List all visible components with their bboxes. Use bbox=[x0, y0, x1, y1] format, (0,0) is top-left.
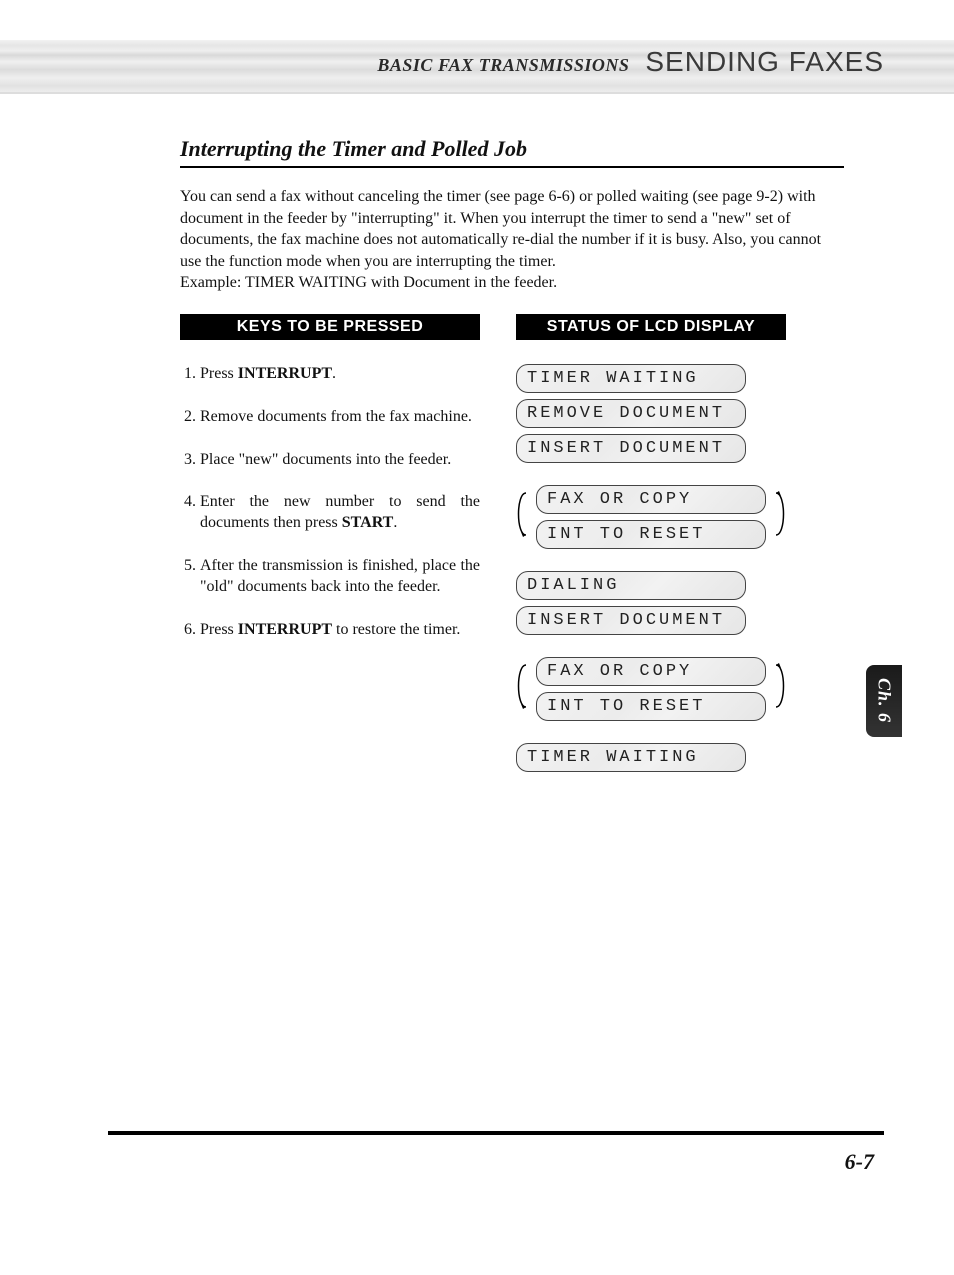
step-text-bold: START bbox=[342, 514, 394, 531]
step-text-bold: INTERRUPT bbox=[238, 621, 332, 638]
lcd-display: INT TO RESET bbox=[536, 520, 766, 549]
step-text-pre: Remove documents from the fax machine. bbox=[200, 408, 472, 425]
step-item: Press INTERRUPT. bbox=[200, 364, 480, 385]
lcd-group: TIMER WAITING bbox=[516, 743, 786, 772]
lcd-display: FAX OR COPY bbox=[536, 485, 766, 514]
lcd-display: INSERT DOCUMENT bbox=[516, 606, 746, 635]
lcd-column-header: STATUS OF LCD DISPLAY bbox=[516, 314, 786, 340]
lcd-display: FAX OR COPY bbox=[536, 657, 766, 686]
steps-list: Press INTERRUPT. Remove documents from t… bbox=[180, 364, 480, 640]
chapter-tab-label: Ch. 6 bbox=[874, 678, 895, 723]
lcd-display: TIMER WAITING bbox=[516, 743, 746, 772]
step-text-pre: Press bbox=[200, 621, 238, 638]
step-text-bold: INTERRUPT bbox=[238, 365, 332, 382]
cycle-arrow-right-icon bbox=[772, 487, 790, 541]
section-title: Interrupting the Timer and Polled Job bbox=[180, 136, 844, 168]
step-item: Remove documents from the fax machine. bbox=[200, 407, 480, 428]
lcd-group: TIMER WAITING REMOVE DOCUMENT INSERT DOC… bbox=[516, 364, 786, 463]
header-band: BASIC FAX TRANSMISSIONS SENDING FAXES bbox=[0, 40, 954, 94]
header-text: BASIC FAX TRANSMISSIONS SENDING FAXES bbox=[377, 46, 884, 78]
header-breadcrumb: BASIC FAX TRANSMISSIONS bbox=[377, 55, 629, 75]
step-item: Place "new" documents into the feeder. bbox=[200, 450, 480, 471]
header-title: SENDING FAXES bbox=[645, 46, 884, 77]
content-area: Interrupting the Timer and Polled Job Yo… bbox=[0, 94, 954, 772]
lcd-display: DIALING bbox=[516, 571, 746, 600]
keys-column: KEYS TO BE PRESSED Press INTERRUPT. Remo… bbox=[180, 314, 480, 662]
two-column-layout: KEYS TO BE PRESSED Press INTERRUPT. Remo… bbox=[180, 314, 844, 772]
step-text-post: . bbox=[332, 365, 336, 382]
cycle-arrow-left-icon bbox=[512, 487, 530, 541]
lcd-display: REMOVE DOCUMENT bbox=[516, 399, 746, 428]
page-number: 6-7 bbox=[845, 1149, 874, 1175]
lcd-display: INT TO RESET bbox=[536, 692, 766, 721]
lcd-group: DIALING INSERT DOCUMENT bbox=[516, 571, 786, 635]
intro-line-2: Example: TIMER WAITING with Document in … bbox=[180, 274, 557, 291]
step-text-post: . bbox=[393, 514, 397, 531]
chapter-tab: Ch. 6 bbox=[866, 665, 902, 737]
lcd-display: TIMER WAITING bbox=[516, 364, 746, 393]
lcd-group-cycle: FAX OR COPY INT TO RESET bbox=[516, 657, 786, 721]
step-text-pre: Place "new" documents into the feeder. bbox=[200, 451, 451, 468]
step-item: Press INTERRUPT to restore the timer. bbox=[200, 620, 480, 641]
step-text-pre: Press bbox=[200, 365, 238, 382]
lcd-stack: TIMER WAITING REMOVE DOCUMENT INSERT DOC… bbox=[516, 364, 786, 772]
manual-page: BASIC FAX TRANSMISSIONS SENDING FAXES In… bbox=[0, 40, 954, 1275]
lcd-group-cycle: FAX OR COPY INT TO RESET bbox=[516, 485, 786, 549]
intro-paragraph: You can send a fax without canceling the… bbox=[180, 186, 844, 294]
keys-column-header: KEYS TO BE PRESSED bbox=[180, 314, 480, 340]
cycle-wrap: FAX OR COPY INT TO RESET bbox=[516, 657, 786, 721]
step-text-post: to restore the timer. bbox=[332, 621, 460, 638]
step-text-pre: Enter the new number to send the documen… bbox=[200, 493, 480, 531]
cycle-arrow-left-icon bbox=[512, 659, 530, 713]
step-text-pre: After the transmission is finished, plac… bbox=[200, 557, 480, 595]
step-item: After the transmission is finished, plac… bbox=[200, 556, 480, 598]
cycle-arrow-right-icon bbox=[772, 659, 790, 713]
lcd-column: STATUS OF LCD DISPLAY TIMER WAITING REMO… bbox=[516, 314, 786, 772]
intro-line-1: You can send a fax without canceling the… bbox=[180, 188, 821, 270]
cycle-wrap: FAX OR COPY INT TO RESET bbox=[516, 485, 786, 549]
footer-rule bbox=[108, 1131, 884, 1135]
step-item: Enter the new number to send the documen… bbox=[200, 492, 480, 534]
lcd-display: INSERT DOCUMENT bbox=[516, 434, 746, 463]
